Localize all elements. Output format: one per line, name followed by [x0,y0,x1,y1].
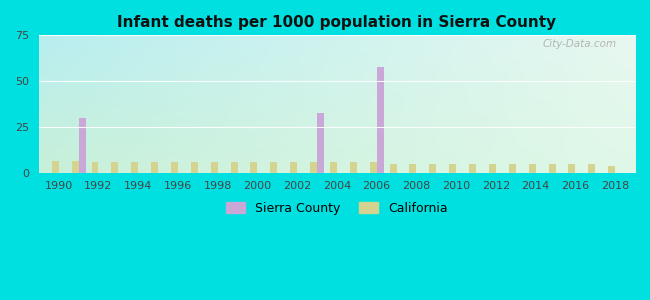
Bar [449,164,456,173]
Bar [569,164,575,173]
Bar [270,162,278,173]
Bar [370,162,376,173]
Bar [131,162,138,173]
Bar [211,162,218,173]
Bar [231,162,237,173]
Bar [171,162,178,173]
Bar [350,162,357,173]
Bar [509,164,515,173]
Bar [489,164,496,173]
Bar [376,67,384,173]
Bar [111,162,118,173]
Bar [410,164,417,173]
Bar [389,164,396,173]
Bar [469,164,476,173]
Bar [191,162,198,173]
Bar [250,162,257,173]
Bar [72,160,79,173]
Bar [317,113,324,173]
Bar [151,162,158,173]
Bar [430,164,436,173]
Bar [330,162,337,173]
Bar [79,118,86,173]
Bar [310,162,317,173]
Bar [52,160,58,173]
Bar [290,162,297,173]
Bar [549,164,556,173]
Bar [588,164,595,173]
Bar [608,166,615,173]
Bar [528,164,536,173]
Title: Infant deaths per 1000 population in Sierra County: Infant deaths per 1000 population in Sie… [118,15,556,30]
Bar [92,162,98,173]
Text: City-Data.com: City-Data.com [543,40,617,50]
Legend: Sierra County, California: Sierra County, California [221,197,452,220]
